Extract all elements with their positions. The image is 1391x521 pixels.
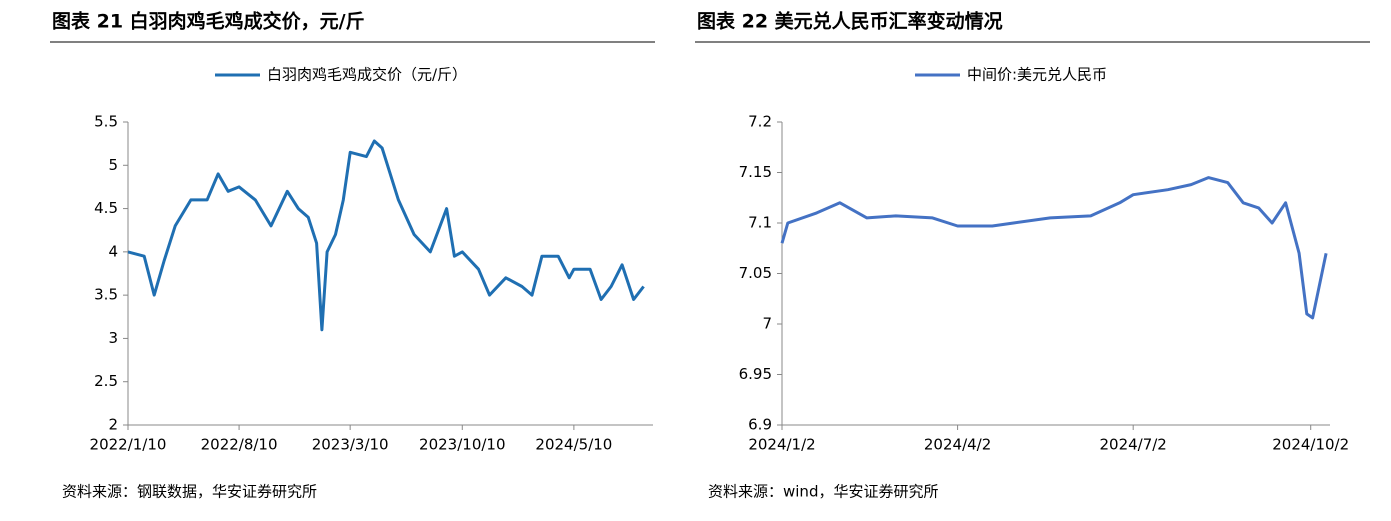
- y-tick-label: 2: [108, 416, 118, 434]
- x-tick-label: 2022/8/10: [201, 436, 278, 454]
- y-tick-label: 7.15: [739, 163, 772, 181]
- x-tick-label: 2023/10/10: [419, 436, 505, 454]
- source-note: 资料来源：钢联数据，华安证券研究所: [62, 483, 317, 501]
- x-tick-label: 2024/10/2: [1272, 436, 1349, 454]
- line: [127, 139, 645, 332]
- y-tick-label: 7.2: [748, 113, 772, 131]
- y-tick-label: 6.95: [739, 365, 772, 383]
- y-tick-label: 7.05: [739, 264, 772, 282]
- legend-label: 中间价:美元兑人民币: [967, 66, 1107, 84]
- y-tick-label: 5: [108, 156, 118, 174]
- y-tick-label: 4.5: [94, 199, 118, 217]
- y-tick-label: 5.5: [94, 113, 118, 131]
- chart-title: 图表 21 白羽肉鸡毛鸡成交价，元/斤: [52, 10, 365, 33]
- y-tick-label: 7: [762, 315, 772, 333]
- y-tick-label: 4: [108, 242, 118, 260]
- x-tick-label: 2024/5/10: [535, 436, 612, 454]
- y-tick-label: 7.1: [748, 214, 772, 232]
- y-tick-label: 3: [108, 329, 118, 347]
- x-tick-label: 2022/1/10: [90, 436, 167, 454]
- x-tick-label: 2024/1/2: [748, 436, 815, 454]
- x-tick-label: 2023/3/10: [312, 436, 389, 454]
- x-tick-label: 2024/7/2: [1099, 436, 1166, 454]
- chart-title: 图表 22 美元兑人民币汇率变动情况: [697, 10, 1003, 33]
- y-tick-label: 2.5: [94, 372, 118, 390]
- legend-label: 白羽肉鸡毛鸡成交价（元/斤）: [267, 66, 467, 84]
- line: [780, 176, 1328, 320]
- x-tick-label: 2024/4/2: [924, 436, 991, 454]
- y-tick-label: 3.5: [94, 286, 118, 304]
- source-note: 资料来源：wind，华安证券研究所: [708, 483, 938, 501]
- y-tick-label: 6.9: [748, 416, 772, 434]
